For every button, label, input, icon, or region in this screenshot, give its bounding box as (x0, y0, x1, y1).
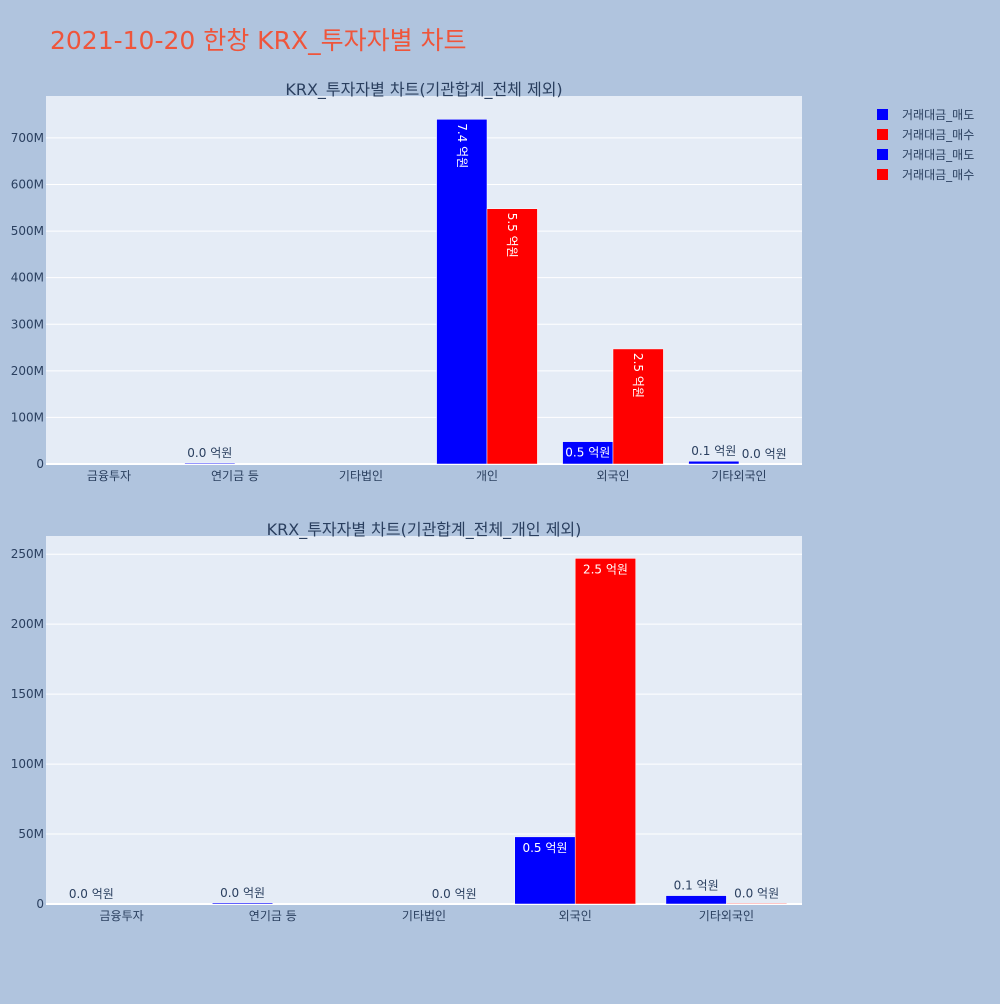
chart-top: KRX_투자자별 차트(기관합계_전체 제외) 0 100M 200M 300M 400M… (11, 80, 802, 483)
y-tick-label: 0 (36, 457, 44, 471)
bar-sell[interactable] (437, 119, 487, 464)
x-tick-label: 연기금 등 (249, 909, 297, 923)
x-tick-label: 외국인 (559, 909, 592, 923)
chart-title: KRX_투자자별 차트(기관합계_전체_개인 제외) (267, 520, 582, 540)
y-tick-label: 200M (11, 617, 44, 631)
y-tick-label: 250M (11, 547, 44, 561)
legend-swatch[interactable] (877, 129, 888, 140)
plot-area (46, 536, 802, 904)
x-tick-label: 기타법인 (339, 469, 383, 483)
bar-buy[interactable] (726, 903, 786, 904)
data-label: 0.0 억원 (69, 887, 114, 901)
x-tick-label: 기타외국인 (699, 909, 754, 923)
legend-swatch[interactable] (877, 169, 888, 180)
y-tick-label: 200M (11, 364, 44, 378)
y-tick-label: 400M (11, 271, 44, 285)
bar-buy[interactable] (575, 558, 635, 904)
data-label: 0.0 억원 (734, 886, 779, 900)
y-tick-label: 100M (11, 410, 44, 424)
legend-label[interactable]: 거래대금_매수 (902, 128, 974, 142)
bar-sell[interactable] (212, 903, 272, 904)
y-tick-label: 300M (11, 317, 44, 331)
y-tick-label: 100M (11, 757, 44, 771)
x-tick-label: 외국인 (596, 469, 629, 483)
data-label: 2.5 억원 (583, 562, 628, 576)
data-label: 0.0 억원 (220, 886, 265, 900)
bar-sell[interactable] (185, 463, 235, 464)
legend-label[interactable]: 거래대금_매수 (902, 168, 974, 182)
data-label: 7.4 억원 (455, 123, 469, 168)
chart-bottom: KRX_투자자별 차트(기관합계_전체_개인 제외) 0 50M 100M 150M 20… (11, 520, 802, 923)
chart-title: KRX_투자자별 차트(기관합계_전체 제외) (285, 80, 562, 100)
legend-label[interactable]: 거래대금_매도 (902, 148, 974, 162)
y-tick-label: 50M (18, 827, 44, 841)
page-title: 2021-10-20 한창 KRX_투자자별 차트 (50, 26, 467, 55)
legend-swatch[interactable] (877, 109, 888, 120)
legend-label[interactable]: 거래대금_매도 (902, 108, 974, 122)
y-tick-label: 0 (36, 897, 44, 911)
y-tick-label: 700M (11, 131, 44, 145)
bar-sell[interactable] (666, 896, 726, 904)
x-tick-label: 연기금 등 (211, 469, 259, 483)
data-label: 0.0 억원 (432, 887, 477, 901)
legend-swatch[interactable] (877, 149, 888, 160)
data-label: 0.5 억원 (522, 841, 567, 855)
plot-area (46, 96, 802, 464)
x-tick-label: 금융투자 (100, 909, 144, 923)
y-tick-label: 600M (11, 178, 44, 192)
data-label: 0.5 억원 (565, 446, 610, 460)
x-tick-label: 기타법인 (402, 909, 446, 923)
x-tick-label: 금융투자 (87, 469, 131, 483)
y-tick-label: 500M (11, 224, 44, 238)
data-label: 0.1 억원 (691, 444, 736, 458)
bar-sell[interactable] (689, 461, 739, 464)
x-tick-label: 기타외국인 (711, 469, 766, 483)
data-label: 2.5 억원 (631, 353, 645, 398)
data-label: 0.0 억원 (742, 447, 787, 461)
data-label: 0.1 억원 (674, 879, 719, 893)
x-tick-label: 개인 (476, 469, 498, 483)
data-label: 5.5 억원 (505, 213, 519, 258)
data-label: 0.0 억원 (187, 446, 232, 460)
y-tick-label: 150M (11, 687, 44, 701)
